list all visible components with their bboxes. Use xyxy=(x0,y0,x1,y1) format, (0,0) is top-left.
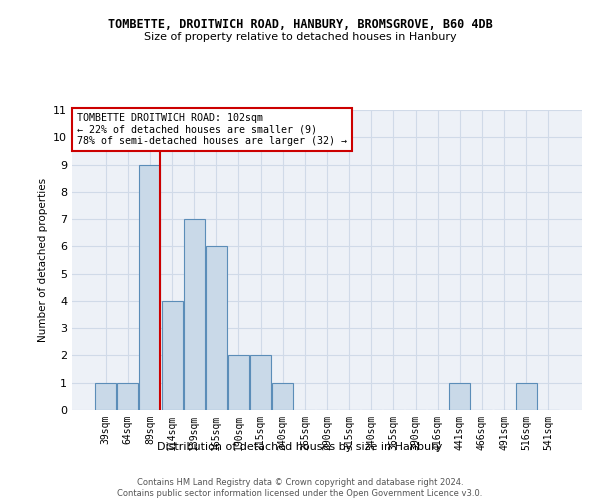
Text: TOMBETTE, DROITWICH ROAD, HANBURY, BROMSGROVE, B60 4DB: TOMBETTE, DROITWICH ROAD, HANBURY, BROMS… xyxy=(107,18,493,30)
Bar xyxy=(228,356,249,410)
Bar xyxy=(139,164,160,410)
Text: TOMBETTE DROITWICH ROAD: 102sqm
← 22% of detached houses are smaller (9)
78% of : TOMBETTE DROITWICH ROAD: 102sqm ← 22% of… xyxy=(77,113,347,146)
Bar xyxy=(206,246,227,410)
Bar xyxy=(184,219,205,410)
Bar xyxy=(515,382,536,410)
Bar xyxy=(161,301,182,410)
Text: Distribution of detached houses by size in Hanbury: Distribution of detached houses by size … xyxy=(157,442,443,452)
Bar xyxy=(449,382,470,410)
Bar xyxy=(95,382,116,410)
Text: Size of property relative to detached houses in Hanbury: Size of property relative to detached ho… xyxy=(143,32,457,42)
Y-axis label: Number of detached properties: Number of detached properties xyxy=(38,178,47,342)
Bar xyxy=(118,382,139,410)
Bar xyxy=(272,382,293,410)
Text: Contains HM Land Registry data © Crown copyright and database right 2024.
Contai: Contains HM Land Registry data © Crown c… xyxy=(118,478,482,498)
Bar xyxy=(250,356,271,410)
